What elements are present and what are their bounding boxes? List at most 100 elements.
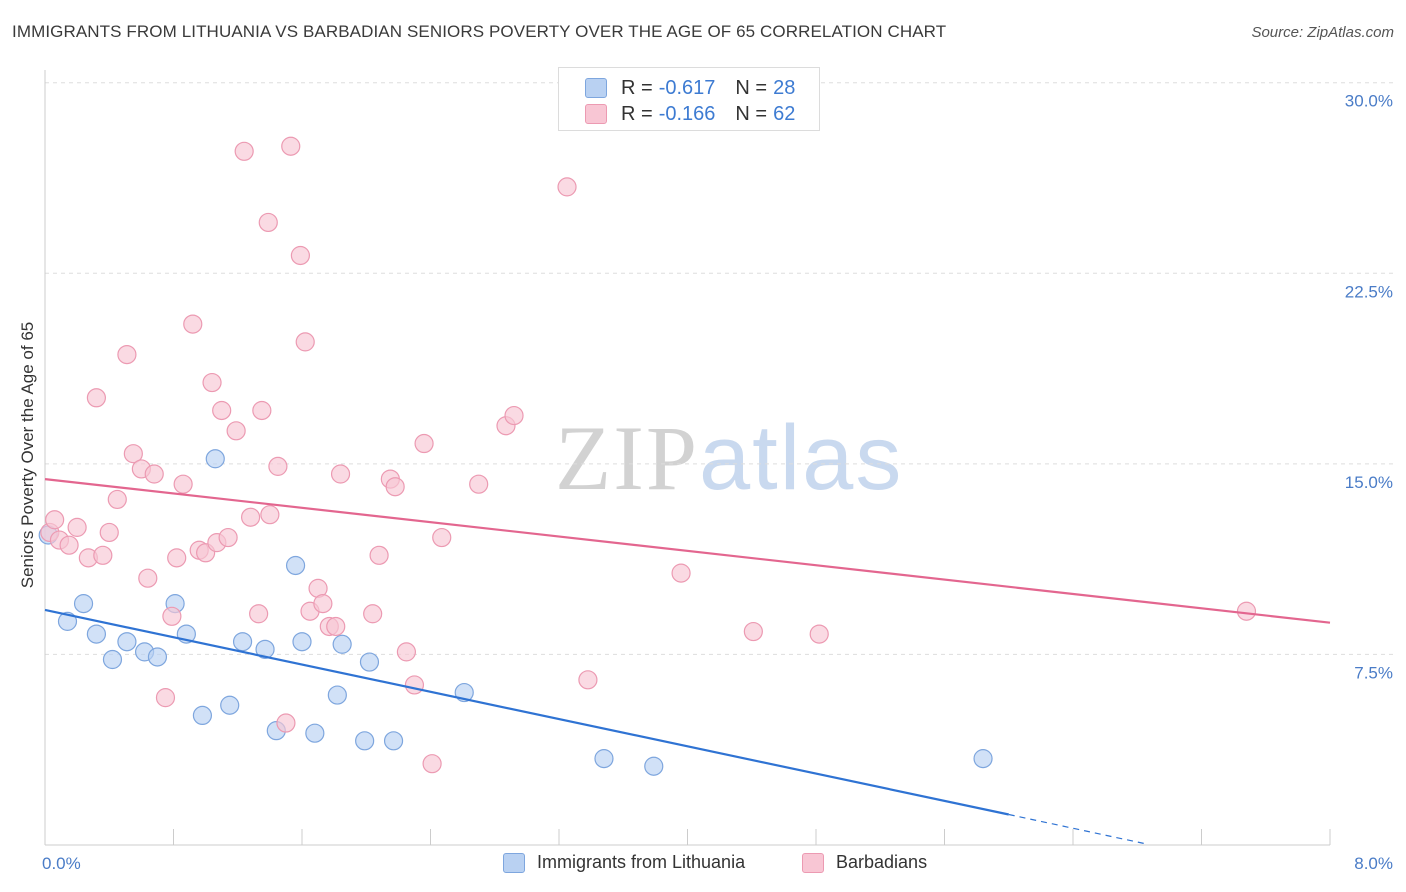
- data-point-barbadians: [330, 464, 351, 484]
- data-point-barbadians: [1236, 601, 1257, 621]
- data-point-barbadians: [183, 314, 203, 334]
- data-point-barbadians: [396, 642, 417, 662]
- data-point-lithuania: [594, 749, 614, 769]
- data-point-lithuania: [57, 611, 78, 631]
- data-point-lithuania: [255, 639, 275, 659]
- data-point-lithuania: [86, 624, 107, 644]
- data-point-lithuania: [192, 705, 213, 726]
- data-point-lithuania: [285, 555, 306, 576]
- data-point-lithuania: [117, 632, 137, 652]
- legend-r-value: -0.166: [658, 102, 716, 125]
- watermark-atlas: atlas: [699, 407, 904, 509]
- data-point-barbadians: [226, 421, 246, 441]
- data-point-barbadians: [313, 594, 333, 614]
- legend-swatch-lithuania: [585, 78, 607, 98]
- x-tick-label-max: 8.0%: [1354, 854, 1393, 873]
- data-point-barbadians: [59, 535, 79, 555]
- data-point-barbadians: [162, 606, 182, 626]
- series-legend-barbadians: Barbadians: [802, 852, 927, 873]
- data-point-barbadians: [258, 212, 278, 233]
- y-tick-label: 15.0%: [1345, 473, 1393, 492]
- y-tick-label: 7.5%: [1354, 663, 1393, 682]
- data-point-barbadians: [107, 489, 127, 510]
- data-point-barbadians: [218, 527, 238, 548]
- legend-r-value: -0.617: [658, 76, 716, 99]
- data-point-barbadians: [117, 344, 137, 365]
- data-point-barbadians: [67, 517, 87, 537]
- legend-r-label: R =: [621, 76, 653, 99]
- trend-line-lithuania: [44, 608, 1009, 816]
- data-point-barbadians: [414, 433, 434, 454]
- data-point-lithuania: [73, 594, 94, 614]
- data-point-lithuania: [327, 685, 347, 705]
- legend-n-value: 28: [773, 76, 796, 99]
- data-point-lithuania: [205, 449, 225, 469]
- data-point-lithuania: [102, 649, 123, 670]
- legend-row-barbadians: R = -0.166 N = 62: [585, 102, 795, 126]
- data-point-barbadians: [369, 545, 389, 565]
- series-label-barbadians: Barbadians: [836, 852, 928, 872]
- data-point-lithuania: [332, 634, 352, 654]
- data-point-barbadians: [276, 713, 296, 733]
- y-axis-label: Seniors Poverty Over the Age of 65: [18, 321, 37, 589]
- data-point-lithuania: [973, 749, 993, 769]
- data-point-barbadians: [202, 372, 222, 393]
- data-point-barbadians: [86, 388, 107, 408]
- data-point-barbadians: [385, 477, 405, 497]
- data-point-barbadians: [212, 400, 232, 421]
- legend-n-label: N =: [735, 76, 768, 99]
- data-point-barbadians: [173, 474, 193, 494]
- data-point-barbadians: [326, 616, 346, 637]
- watermark-zip: ZIP: [555, 407, 699, 509]
- data-point-barbadians: [295, 332, 315, 352]
- chart-title: IMMIGRANTS FROM LITHUANIA VS BARBADIAN S…: [12, 22, 947, 41]
- data-point-barbadians: [252, 400, 272, 421]
- legend-n-value: 62: [773, 102, 796, 125]
- data-point-barbadians: [93, 545, 113, 565]
- chart-source: Source: ZipAtlas.com: [1251, 24, 1394, 41]
- data-point-lithuania: [359, 652, 380, 672]
- data-point-barbadians: [249, 604, 269, 624]
- y-tick-label: 30.0%: [1345, 92, 1393, 111]
- data-point-barbadians: [241, 507, 261, 527]
- data-point-lithuania: [355, 731, 375, 751]
- data-point-barbadians: [234, 141, 254, 161]
- data-point-lithuania: [644, 756, 664, 776]
- data-point-barbadians: [557, 177, 577, 197]
- data-point-barbadians: [432, 527, 452, 548]
- data-point-barbadians: [404, 675, 425, 695]
- data-point-barbadians: [268, 456, 288, 476]
- legend-r-label: R =: [621, 102, 653, 125]
- legend-n-label: N =: [735, 102, 768, 125]
- y-tick-label: 22.5%: [1345, 282, 1393, 301]
- data-point-barbadians: [469, 474, 489, 494]
- data-point-barbadians: [671, 563, 691, 583]
- data-point-lithuania: [383, 731, 404, 751]
- zipatlas-watermark: ZIPatlas: [555, 405, 903, 511]
- data-point-barbadians: [363, 604, 383, 624]
- data-point-barbadians: [123, 444, 143, 464]
- data-point-barbadians: [99, 522, 119, 543]
- data-point-barbadians: [578, 670, 598, 690]
- data-point-lithuania: [305, 723, 325, 743]
- data-point-lithuania: [220, 695, 240, 715]
- data-point-barbadians: [138, 568, 158, 588]
- data-point-lithuania: [292, 632, 312, 652]
- data-point-barbadians: [743, 621, 763, 642]
- series-label-lithuania: Immigrants from Lithuania: [537, 852, 746, 872]
- x-tick-label-min: 0.0%: [42, 854, 81, 873]
- legend-swatch-barbadians: [585, 104, 607, 124]
- data-point-barbadians: [281, 136, 301, 156]
- data-point-lithuania: [232, 632, 253, 652]
- legend-row-lithuania: R = -0.617 N = 28: [585, 76, 795, 100]
- data-point-barbadians: [422, 754, 442, 774]
- data-point-barbadians: [155, 688, 176, 708]
- data-point-barbadians: [504, 405, 524, 426]
- data-point-barbadians: [167, 548, 187, 568]
- trend-line-barbadians: [44, 478, 1331, 624]
- data-point-barbadians: [809, 624, 829, 644]
- series-legend-lithuania: Immigrants from Lithuania: [503, 852, 745, 873]
- correlation-legend: R = -0.617 N = 28 R = -0.166 N = 62: [558, 67, 820, 131]
- data-point-barbadians: [260, 505, 280, 525]
